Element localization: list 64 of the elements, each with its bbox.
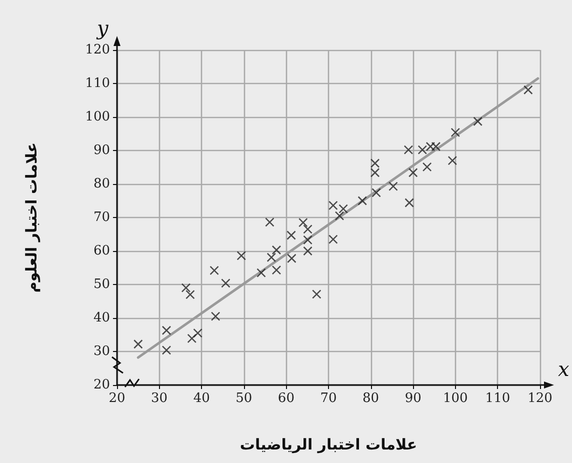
point bbox=[210, 312, 220, 321]
point bbox=[372, 188, 381, 198]
point bbox=[266, 252, 276, 262]
point bbox=[473, 116, 482, 126]
point bbox=[448, 156, 458, 166]
point bbox=[358, 196, 367, 206]
x-tick-label: 20 bbox=[108, 391, 126, 406]
y-tick-label: 40 bbox=[93, 310, 110, 326]
point bbox=[286, 230, 296, 240]
point bbox=[338, 204, 348, 214]
point bbox=[162, 326, 172, 336]
point bbox=[524, 85, 533, 95]
point bbox=[236, 251, 246, 260]
x-tick-label: 60 bbox=[278, 391, 294, 406]
point bbox=[193, 328, 202, 338]
y-tick-label: 90 bbox=[93, 143, 110, 158]
point bbox=[328, 200, 338, 210]
text: y bbox=[96, 16, 109, 40]
y-tick-label: 110 bbox=[85, 76, 110, 91]
x-tick-label: 110 bbox=[485, 391, 510, 406]
y-tick-label: 30 bbox=[93, 344, 110, 359]
point bbox=[221, 278, 230, 288]
point bbox=[431, 142, 441, 152]
x-axis-title: علامات اختبار الرياضيات bbox=[240, 436, 418, 454]
point bbox=[334, 211, 344, 220]
x-tick-label: 40 bbox=[193, 391, 210, 406]
point bbox=[422, 162, 432, 172]
y-tick-label: 50 bbox=[93, 277, 110, 292]
point bbox=[187, 334, 197, 344]
x-tick-label: 90 bbox=[404, 391, 422, 406]
point bbox=[408, 168, 418, 178]
point bbox=[272, 265, 282, 275]
point bbox=[265, 218, 274, 227]
point bbox=[418, 145, 428, 154]
y-tick-label: 80 bbox=[93, 176, 110, 192]
point bbox=[328, 234, 338, 244]
y-tick-label: 120 bbox=[85, 42, 110, 58]
x-tick-label: 50 bbox=[236, 391, 252, 406]
x-tick-label: 120 bbox=[528, 391, 552, 406]
point bbox=[287, 254, 296, 264]
point bbox=[404, 198, 414, 208]
y-tick-label: 20 bbox=[93, 378, 110, 392]
y-tick-label: 60 bbox=[93, 244, 110, 258]
point bbox=[186, 290, 195, 300]
point bbox=[256, 268, 266, 278]
point bbox=[312, 290, 322, 299]
point bbox=[388, 182, 398, 191]
point bbox=[134, 339, 143, 349]
point bbox=[404, 145, 414, 154]
point bbox=[272, 245, 282, 255]
text: x bbox=[558, 357, 570, 381]
point bbox=[450, 128, 460, 138]
point bbox=[298, 218, 308, 228]
point bbox=[426, 142, 436, 152]
point bbox=[162, 346, 172, 355]
y-tick-label: 70 bbox=[93, 210, 110, 225]
y-tick-label: 100 bbox=[85, 110, 110, 124]
x-tick-label: 80 bbox=[362, 391, 380, 406]
x-tick-label: 100 bbox=[442, 391, 468, 406]
point bbox=[210, 266, 219, 276]
x-tick-label: 70 bbox=[320, 391, 337, 406]
y-axis-title: علامات اختبار العلوم bbox=[22, 142, 40, 293]
point bbox=[181, 283, 191, 292]
x-tick-label: 30 bbox=[151, 391, 168, 406]
